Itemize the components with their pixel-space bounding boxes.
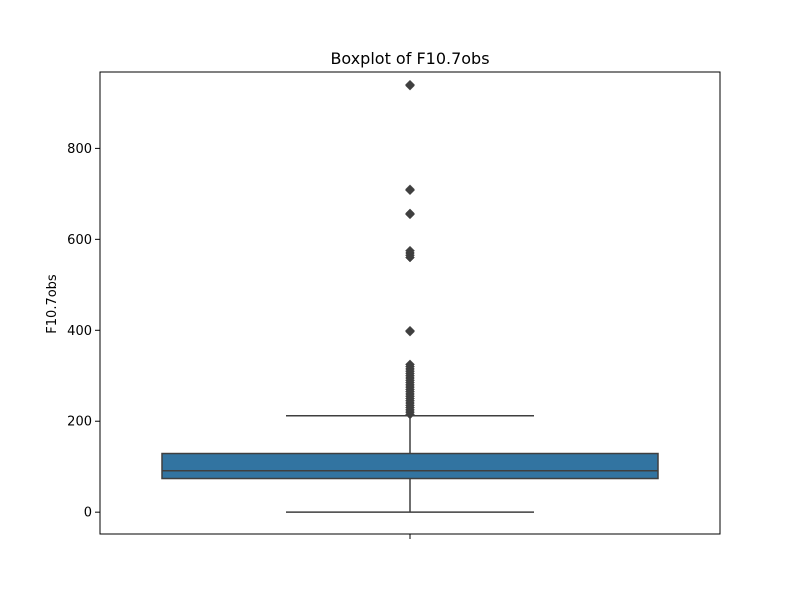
outlier-point [405, 208, 415, 219]
plot-area [161, 79, 659, 513]
outlier-point [405, 184, 415, 195]
y-tick-label: 800 [67, 142, 92, 157]
outlier-point [405, 79, 415, 90]
y-tick-label: 200 [67, 415, 92, 430]
iqr-box [161, 452, 659, 480]
outlier-point [405, 325, 415, 336]
y-axis-label: F10.7obs [45, 274, 60, 334]
y-tick-label: 0 [84, 506, 92, 521]
y-tick-label: 600 [67, 233, 92, 248]
chart-title: Boxplot of F10.7obs [330, 49, 489, 68]
y-tick-label: 400 [67, 324, 92, 339]
outlier-point [405, 359, 415, 370]
outlier-point [405, 245, 415, 256]
